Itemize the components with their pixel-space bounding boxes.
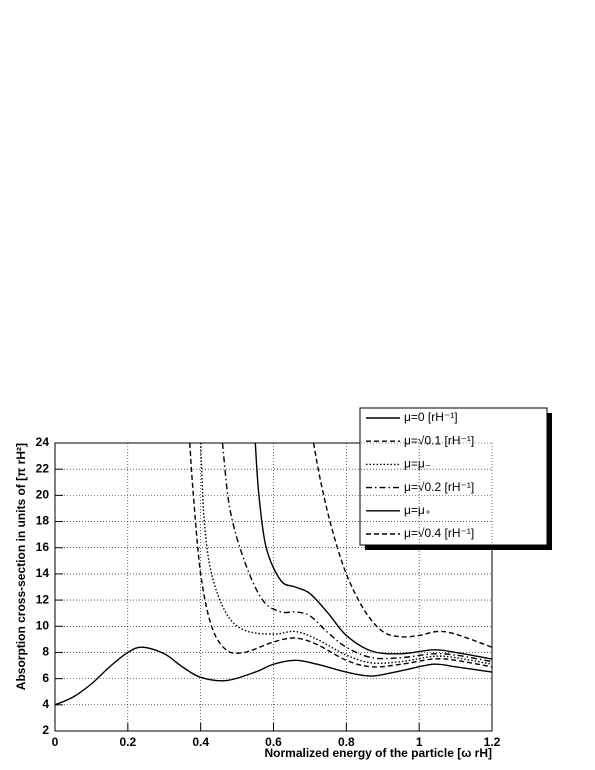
series-line <box>254 443 492 660</box>
y-tick-label: 6 <box>42 671 49 685</box>
x-tick-label: 0.6 <box>265 735 282 749</box>
series-line <box>199 443 492 665</box>
x-tick-label: 1.2 <box>484 735 501 749</box>
series-line <box>221 443 492 663</box>
y-tick-label: 4 <box>42 697 49 711</box>
legend-label: μ=√0.2 [rH⁻¹] <box>404 480 474 494</box>
x-tick-label: 0 <box>52 735 59 749</box>
x-axis-title: Normalized energy of the particle [ω rH] <box>264 746 492 760</box>
series-line <box>55 646 492 706</box>
x-tick-label: 0.2 <box>119 735 136 749</box>
y-tick-label: 20 <box>36 488 50 502</box>
legend-label: μ=√0.1 [rH⁻¹] <box>404 433 474 447</box>
y-tick-label: 2 <box>42 723 49 737</box>
y-tick-label: 8 <box>42 645 49 659</box>
x-tick-label: 1 <box>416 735 423 749</box>
y-tick-label: 14 <box>36 566 50 580</box>
legend-label: μ=√0.4 [rH⁻¹] <box>404 526 474 540</box>
legend-label: μ=μ₋ <box>404 457 431 471</box>
x-tick-label: 0.8 <box>338 735 355 749</box>
legend: μ=0 [rH⁻¹] μ=√0.1 [rH⁻¹] μ=μ₋ μ=√0.2 [rH⁻¹]… <box>359 407 552 550</box>
y-tick-label: 18 <box>36 514 50 528</box>
series-line <box>189 443 492 668</box>
series-line <box>312 443 492 648</box>
legend-label: μ=0 [rH⁻¹] <box>404 410 458 424</box>
y-tick-label: 16 <box>36 540 50 554</box>
x-tick-label: 0.4 <box>192 735 209 749</box>
legend-label: μ=μ₊ <box>404 503 431 517</box>
plot-area <box>55 443 492 706</box>
y-tick-label: 12 <box>36 592 50 606</box>
y-tick-label: 22 <box>36 461 50 475</box>
y-axis-title: Absorption cross-section in units of [π … <box>14 443 28 690</box>
y-tick-label: 10 <box>36 618 50 632</box>
y-tick-label: 24 <box>36 435 50 449</box>
legend-box <box>359 407 548 546</box>
